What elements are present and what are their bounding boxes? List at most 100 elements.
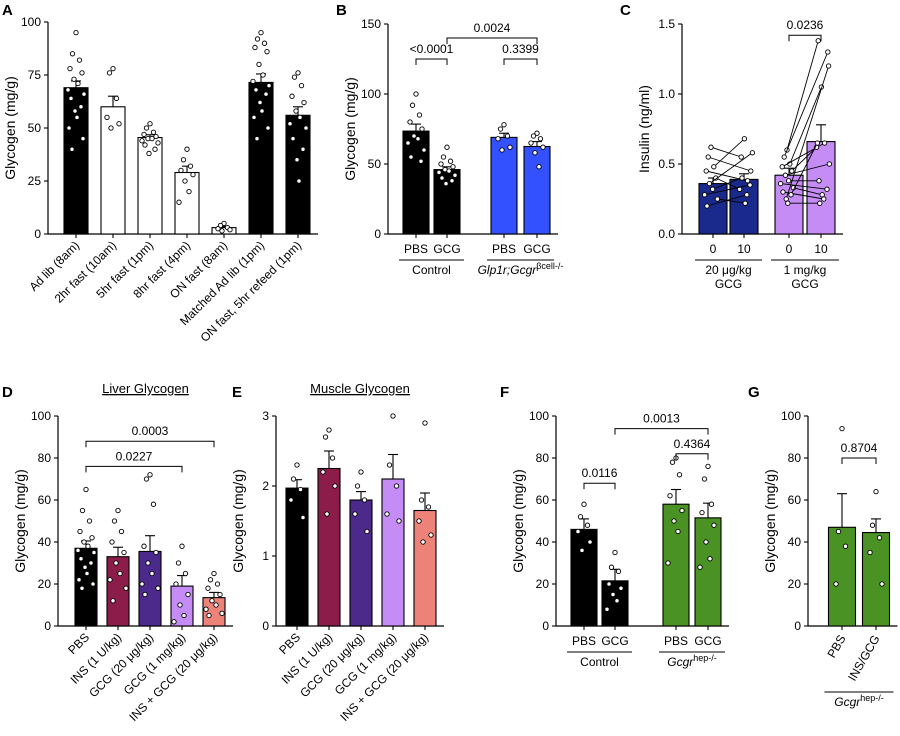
data-point bbox=[824, 186, 830, 192]
data-point bbox=[143, 476, 150, 482]
y-tick-label: 60 bbox=[788, 493, 802, 507]
data-point bbox=[175, 560, 182, 566]
x-tick-label: GCG bbox=[433, 242, 460, 256]
x-tick-label: PBS bbox=[404, 242, 428, 256]
data-point bbox=[213, 602, 219, 608]
paired-line bbox=[790, 142, 818, 196]
data-point bbox=[263, 91, 269, 97]
data-point bbox=[873, 488, 879, 495]
data-point bbox=[780, 189, 786, 195]
panel-d: D 0 20 40 60 80 100 Glycogen (mg/g) Liver Glycog… bbox=[2, 381, 233, 724]
data-point bbox=[438, 161, 444, 167]
data-point bbox=[821, 140, 828, 146]
data-point bbox=[72, 108, 78, 114]
data-point bbox=[867, 549, 873, 556]
data-point bbox=[711, 164, 717, 170]
y-tick-label: 100 bbox=[529, 409, 549, 423]
data-point bbox=[180, 157, 187, 163]
data-point bbox=[817, 200, 823, 206]
panel-letter: B bbox=[336, 2, 347, 19]
data-point bbox=[679, 507, 685, 514]
data-point bbox=[352, 511, 358, 517]
data-point bbox=[139, 138, 145, 144]
y-tick-label: 80 bbox=[536, 451, 550, 465]
x-tick-label: 10 bbox=[814, 242, 828, 256]
data-point bbox=[258, 29, 264, 36]
data-point bbox=[669, 459, 676, 465]
data-point bbox=[294, 462, 300, 468]
panel-f: F 0 20 40 60 80 100 Glycogen (mg/g) PBS GCG PBS GCG… bbox=[500, 384, 729, 669]
data-point bbox=[113, 560, 119, 566]
data-point bbox=[254, 36, 261, 42]
panel-b: B 0 50 100 150 Glycogen (mg/g) PBS GCG PBS GCG Con… bbox=[336, 2, 563, 277]
data-point bbox=[91, 549, 97, 556]
p-value-label: 0.0013 bbox=[643, 412, 680, 426]
group-label-text: Control bbox=[412, 263, 451, 277]
group-label: 1 mg/kg bbox=[784, 263, 827, 277]
bar bbox=[601, 580, 629, 627]
data-point bbox=[739, 175, 745, 181]
y-tick-label: 100 bbox=[31, 409, 51, 423]
x-tick-label: GCG bbox=[523, 242, 550, 256]
data-point bbox=[536, 164, 542, 170]
chart-title: Liver Glycogen bbox=[102, 381, 189, 396]
paired-line bbox=[780, 183, 828, 190]
data-point bbox=[298, 82, 305, 89]
data-point bbox=[440, 154, 447, 160]
data-point bbox=[288, 497, 294, 503]
data-point bbox=[744, 178, 751, 184]
data-point bbox=[708, 501, 715, 507]
bar bbox=[490, 136, 518, 235]
y-tick-label: 40 bbox=[788, 535, 802, 549]
data-point bbox=[300, 146, 306, 152]
bar bbox=[402, 130, 430, 235]
data-point bbox=[68, 95, 74, 101]
data-point bbox=[214, 581, 221, 587]
data-point bbox=[293, 108, 299, 114]
data-point bbox=[76, 577, 82, 583]
data-point bbox=[779, 164, 785, 170]
p-value-label: 0.0227 bbox=[116, 449, 153, 463]
data-point bbox=[748, 168, 754, 174]
data-point bbox=[181, 612, 187, 619]
paired-line bbox=[785, 65, 830, 200]
y-tick-label: 2 bbox=[262, 479, 269, 493]
data-point bbox=[835, 528, 842, 535]
data-point bbox=[78, 104, 84, 110]
data-point bbox=[783, 196, 789, 202]
data-point bbox=[446, 168, 452, 174]
data-point bbox=[171, 619, 177, 625]
y-tick-label: 0 bbox=[374, 227, 381, 241]
data-point bbox=[788, 192, 794, 198]
significance-bracket bbox=[503, 58, 538, 65]
data-point bbox=[575, 528, 581, 535]
data-point bbox=[78, 556, 84, 562]
y-axis-label: Glycogen (mg/g) bbox=[762, 469, 778, 572]
data-point bbox=[386, 462, 393, 468]
y-tick-label: 40 bbox=[38, 535, 52, 549]
data-point bbox=[707, 556, 713, 562]
data-point bbox=[704, 203, 710, 209]
data-point bbox=[842, 543, 849, 549]
x-tick-label: PBS bbox=[276, 630, 303, 657]
data-point bbox=[816, 178, 822, 184]
data-point bbox=[141, 543, 147, 549]
data-point bbox=[324, 511, 330, 517]
x-tick-label: GCG bbox=[694, 634, 721, 648]
data-point bbox=[667, 493, 673, 499]
data-point bbox=[149, 570, 155, 577]
data-point bbox=[178, 167, 184, 174]
data-point bbox=[146, 150, 152, 157]
data-point bbox=[145, 560, 151, 566]
data-point bbox=[332, 483, 338, 489]
group-label: Gcgrhep-/- bbox=[834, 693, 884, 709]
data-point bbox=[117, 570, 123, 577]
data-point bbox=[142, 142, 148, 148]
y-tick-label: 1.5 bbox=[658, 17, 675, 31]
data-point bbox=[123, 585, 129, 591]
bar bbox=[381, 478, 405, 627]
y-tick-label: 20 bbox=[788, 577, 802, 591]
group-label-superscript: hep-/- bbox=[860, 693, 884, 703]
data-point bbox=[184, 146, 190, 152]
